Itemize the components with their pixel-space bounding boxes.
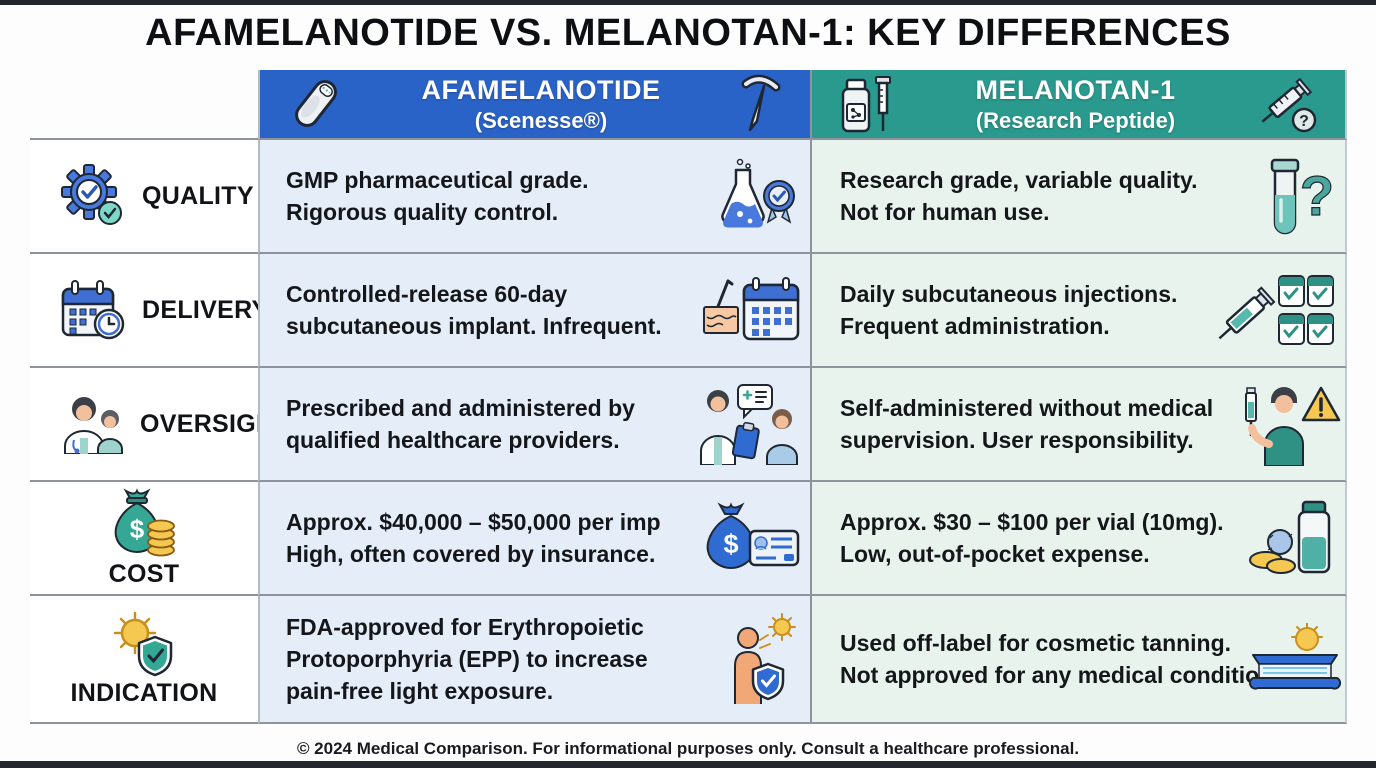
person-syringe-warning-icon xyxy=(1237,382,1343,467)
calendar-clock-icon xyxy=(60,279,128,341)
sun-tanning-bed-icon xyxy=(1247,622,1343,695)
cell-text: Approx. $30 – $100 per vial (10mg). Low,… xyxy=(840,509,1224,567)
cell-text: Research grade, variable quality. Not fo… xyxy=(840,167,1198,225)
cell-cost-melanotan: Approx. $30 – $100 per vial (10mg). Low,… xyxy=(810,482,1347,596)
cell-oversight-afamelanotide: Prescribed and administered by qualified… xyxy=(258,368,810,482)
row-label: DELIVERY xyxy=(142,295,269,324)
row-label-delivery: DELIVERY xyxy=(30,254,268,368)
skin-implant-calendar-icon xyxy=(702,275,802,345)
svg-text:?: ? xyxy=(1299,113,1309,130)
top-border-strip xyxy=(0,0,1376,5)
test-tube-question-icon: ? xyxy=(1261,155,1337,237)
row-label-quality: QUALITY xyxy=(30,140,258,254)
column-title: MELANOTAN-1 xyxy=(975,74,1176,105)
syringe-calendars-icon xyxy=(1215,268,1337,352)
applicator-tool-icon xyxy=(738,74,784,134)
implant-capsule-icon xyxy=(286,75,344,133)
cell-text: Daily subcutaneous injections. Frequent … xyxy=(840,281,1178,339)
gear-check-icon xyxy=(60,163,128,229)
svg-text:$: $ xyxy=(723,529,738,559)
money-bag-coins-icon: $ xyxy=(111,487,177,558)
cell-text: Approx. $40,000 – $50,000 per imp High, … xyxy=(286,509,661,567)
cell-text: GMP pharmaceutical grade. Rigorous quali… xyxy=(286,167,589,225)
row-label-indication: INDICATION xyxy=(30,596,258,724)
money-bag-card-icon: $ xyxy=(700,501,802,575)
footer-disclaimer: © 2024 Medical Comparison. For informati… xyxy=(296,739,1080,758)
cell-delivery-afamelanotide: Controlled-release 60-day subcutaneous i… xyxy=(258,254,810,368)
bottom-border-strip xyxy=(0,761,1376,768)
comparison-table: AFAMELANOTIDE (Scenesse®) xyxy=(30,70,1347,724)
svg-text:?: ? xyxy=(1300,164,1334,227)
page-title: AFAMELANOTIDE VS. MELANOTAN-1: KEY DIFFE… xyxy=(145,12,1231,54)
cell-cost-afamelanotide: Approx. $40,000 – $50,000 per imp High, … xyxy=(258,482,810,596)
cell-indication-melanotan: Used off-label for cosmetic tanning. Not… xyxy=(810,596,1347,724)
column-header-afamelanotide: AFAMELANOTIDE (Scenesse®) xyxy=(258,70,810,140)
cell-text: Controlled-release 60-day subcutaneous i… xyxy=(286,281,662,339)
column-title: AFAMELANOTIDE xyxy=(421,74,661,105)
header-spacer xyxy=(30,70,258,140)
cell-text: FDA-approved for Erythropoietic Protopor… xyxy=(286,614,648,704)
row-label: INDICATION xyxy=(70,678,218,707)
cell-oversight-melanotan: Self-administered without medical superv… xyxy=(810,368,1347,482)
column-subtitle: (Scenesse®) xyxy=(474,107,608,133)
cell-quality-afamelanotide: GMP pharmaceutical grade. Rigorous quali… xyxy=(258,140,810,254)
cell-text: Used off-label for cosmetic tanning. Not… xyxy=(840,630,1280,688)
vial-syringe-icon xyxy=(838,74,896,134)
row-label-cost: $ COST xyxy=(30,482,258,596)
column-header-melanotan: MELANOTAN-1 (Research Peptide) ? xyxy=(810,70,1347,140)
syringe-question-icon: ? xyxy=(1255,74,1319,134)
row-label: QUALITY xyxy=(142,181,254,210)
cell-text: Prescribed and administered by qualified… xyxy=(286,395,635,453)
cell-indication-afamelanotide: FDA-approved for Erythropoietic Protopor… xyxy=(258,596,810,724)
sun-shield-icon xyxy=(111,611,177,677)
doctor-patient-icon xyxy=(60,394,126,455)
person-shield-sun-icon xyxy=(722,612,802,706)
svg-text:$: $ xyxy=(130,514,145,544)
doctor-clipboard-icon xyxy=(698,383,802,466)
cell-quality-melanotan: Research grade, variable quality. Not fo… xyxy=(810,140,1347,254)
flask-award-icon xyxy=(710,156,802,236)
column-subtitle: (Research Peptide) xyxy=(975,107,1176,133)
cell-delivery-melanotan: Daily subcutaneous injections. Frequent … xyxy=(810,254,1347,368)
cell-text: Self-administered without medical superv… xyxy=(840,395,1214,453)
coins-vial-icon xyxy=(1247,497,1337,579)
row-label: COST xyxy=(108,559,180,588)
row-label-oversight: OVERSIGHT xyxy=(30,368,290,482)
